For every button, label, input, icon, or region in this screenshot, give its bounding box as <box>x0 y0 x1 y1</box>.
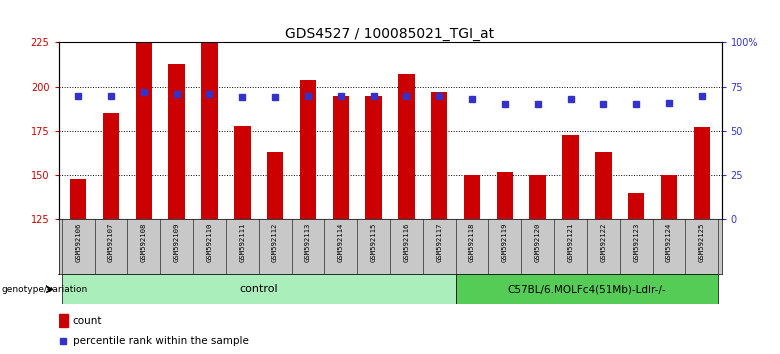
Bar <box>70 179 87 219</box>
Bar <box>136 42 152 219</box>
Bar <box>464 175 480 219</box>
Bar <box>562 135 579 219</box>
Bar <box>62 274 456 304</box>
Bar <box>201 42 218 219</box>
Bar <box>399 74 415 219</box>
Text: GSM592114: GSM592114 <box>338 222 344 262</box>
Bar <box>456 274 718 304</box>
Bar <box>332 96 349 219</box>
Bar <box>595 152 612 219</box>
Bar <box>661 175 677 219</box>
Bar <box>693 127 710 219</box>
Bar <box>497 172 513 219</box>
Bar <box>530 175 546 219</box>
Bar <box>431 92 448 219</box>
Text: GSM592119: GSM592119 <box>502 222 508 262</box>
Text: C57BL/6.MOLFc4(51Mb)-Ldlr-/-: C57BL/6.MOLFc4(51Mb)-Ldlr-/- <box>508 284 666 295</box>
Bar <box>103 113 119 219</box>
Text: GSM592110: GSM592110 <box>207 222 212 262</box>
Text: GSM592118: GSM592118 <box>469 222 475 262</box>
Bar <box>628 193 644 219</box>
Text: GSM592122: GSM592122 <box>601 222 606 262</box>
Text: control: control <box>239 284 278 295</box>
Text: GSM592115: GSM592115 <box>370 222 377 262</box>
Text: GSM592108: GSM592108 <box>141 222 147 262</box>
Text: GSM592109: GSM592109 <box>174 222 179 262</box>
Bar <box>300 80 316 219</box>
Bar <box>267 152 283 219</box>
Text: GSM592124: GSM592124 <box>666 222 672 262</box>
Text: percentile rank within the sample: percentile rank within the sample <box>73 336 248 346</box>
Bar <box>234 126 250 219</box>
Text: count: count <box>73 316 102 326</box>
Title: GDS4527 / 100085021_TGI_at: GDS4527 / 100085021_TGI_at <box>285 28 495 41</box>
Text: GSM592117: GSM592117 <box>436 222 442 262</box>
Text: GSM592116: GSM592116 <box>403 222 410 262</box>
Text: GSM592121: GSM592121 <box>568 222 573 262</box>
Text: GSM592113: GSM592113 <box>305 222 311 262</box>
Bar <box>365 96 381 219</box>
Text: GSM592106: GSM592106 <box>75 222 81 262</box>
Bar <box>58 314 68 327</box>
Bar <box>168 64 185 219</box>
Text: GSM592125: GSM592125 <box>699 222 705 262</box>
Text: GSM592120: GSM592120 <box>535 222 541 262</box>
Text: genotype/variation: genotype/variation <box>2 285 88 294</box>
Text: GSM592123: GSM592123 <box>633 222 639 262</box>
Text: GSM592112: GSM592112 <box>272 222 278 262</box>
Text: GSM592111: GSM592111 <box>239 222 245 262</box>
Text: GSM592107: GSM592107 <box>108 222 114 262</box>
